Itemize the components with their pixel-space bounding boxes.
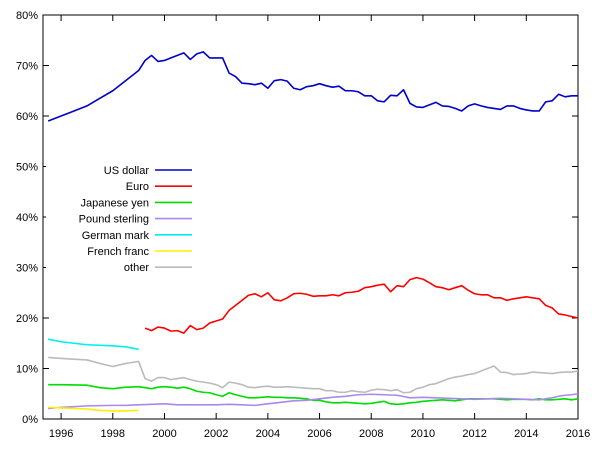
y-tick-label: 50% [16, 162, 38, 174]
legend-label: Pound sterling [79, 214, 149, 226]
x-tick-label: 1996 [49, 428, 73, 440]
y-tick-label: 60% [16, 111, 38, 123]
y-tick-label: 0% [22, 414, 38, 426]
series-line-german-mark [48, 338, 139, 351]
axis-tick-labels: 0% 10% 20% 30% 40% 50% 60% 70% 80% 1996 1998 2000 20… [16, 10, 590, 440]
legend-label: German mark [82, 230, 150, 242]
x-tick-label: 2016 [566, 428, 590, 440]
y-tick-label: 80% [16, 10, 38, 22]
series-line-pound-sterling [48, 392, 579, 410]
x-tick-label: 2002 [204, 428, 228, 440]
x-tick-label: 2000 [152, 428, 176, 440]
legend-label: French franc [87, 246, 149, 258]
legend-label: US dollar [104, 165, 150, 177]
y-tick-label: 70% [16, 61, 38, 73]
y-tick-label: 20% [16, 313, 38, 325]
y-tick-label: 30% [16, 263, 38, 275]
legend-label: Euro [126, 181, 149, 193]
x-tick-label: 2014 [514, 428, 538, 440]
x-tick-label: 1998 [101, 428, 125, 440]
y-tick-label: 40% [16, 212, 38, 224]
y-tick-label: 10% [16, 364, 38, 376]
series-line-other [48, 356, 579, 394]
series-line-french-franc [48, 406, 139, 412]
x-tick-label: 2012 [462, 428, 486, 440]
x-tick-label: 2010 [411, 428, 435, 440]
series-line-euro [144, 276, 579, 334]
series-lines [47, 51, 579, 412]
x-tick-label: 2008 [359, 428, 383, 440]
legend: US dollar Euro Japanese yen Pound sterling G… [46, 160, 196, 278]
legend-label: Japanese yen [81, 197, 150, 209]
x-tick-label: 2006 [307, 428, 331, 440]
legend-label: other [124, 262, 149, 274]
series-line-us-dollar [47, 51, 578, 122]
x-tick-label: 2004 [256, 428, 280, 440]
